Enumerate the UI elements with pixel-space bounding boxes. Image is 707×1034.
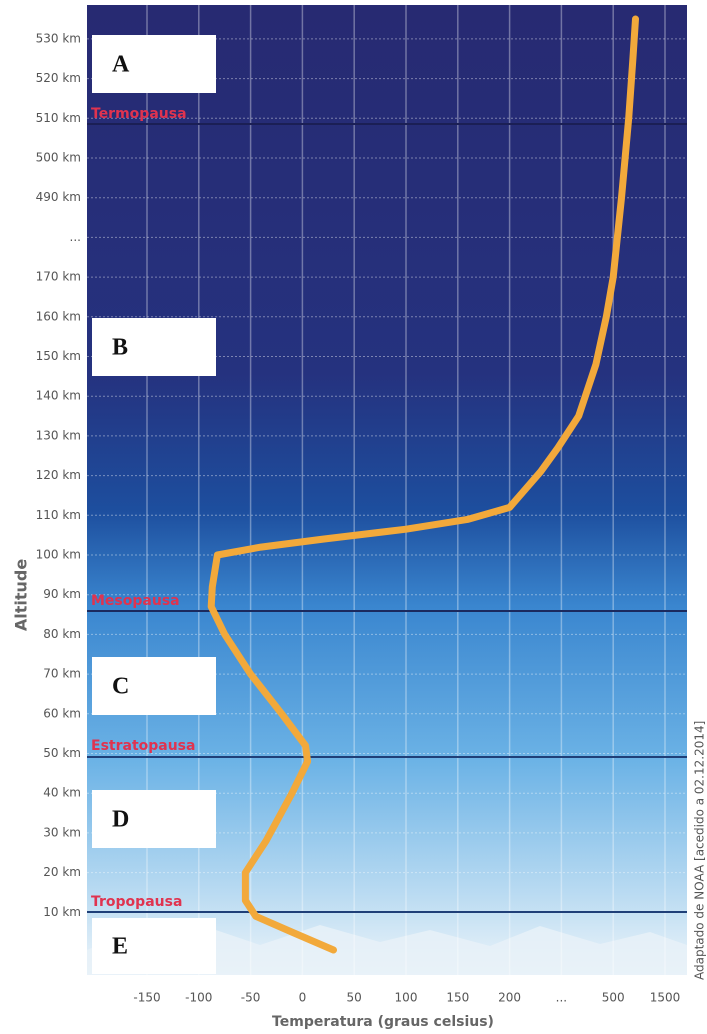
layer-label: Mesopausa [91, 593, 180, 609]
layer-label: Tropopausa [91, 894, 182, 910]
x-tick-label: 200 [498, 991, 521, 1005]
box-letter: C [112, 674, 129, 700]
x-tick-label: 0 [299, 991, 307, 1005]
y-tick-label: 530 km [36, 31, 81, 45]
x-tick-label: 500 [602, 991, 625, 1005]
layer-label: Termopausa [91, 106, 187, 122]
x-tick-label: 50 [347, 991, 362, 1005]
box-letter: E [112, 934, 128, 960]
x-tick-label: 100 [395, 991, 418, 1005]
y-tick-label: 120 km [36, 468, 81, 482]
box [92, 318, 216, 376]
layer-label: Estratopausa [91, 738, 195, 754]
y-tick-label: 140 km [36, 389, 81, 403]
y-tick-label: 40 km [43, 786, 81, 800]
y-tick-label: 510 km [36, 111, 81, 125]
x-tick-label: ... [556, 991, 567, 1005]
box-letter: B [112, 335, 128, 361]
chart: Termopausa Mesopausa Estratopausa Tropop… [0, 0, 707, 1034]
y-tick-label: 110 km [36, 508, 81, 522]
y-tick-label: 80 km [43, 627, 81, 641]
y-tick-label: 490 km [36, 190, 81, 204]
box [92, 918, 216, 974]
x-axis-label: Temperatura (graus celsius) [272, 1014, 494, 1030]
x-tick-label: 150 [446, 991, 469, 1005]
box [92, 790, 216, 848]
x-tick-label: -50 [241, 991, 261, 1005]
box-letter: A [112, 52, 130, 78]
y-tick-label: 100 km [36, 548, 81, 562]
x-tick-label: -100 [185, 991, 212, 1005]
y-tick-label: 160 km [36, 309, 81, 323]
y-tick-label: 10 km [43, 905, 81, 919]
y-axis-label: Altitude [12, 559, 31, 631]
y-tick-label: 70 km [43, 667, 81, 681]
source-note: Adaptado de NOAA [acedido a 02.12.2014] [693, 721, 707, 980]
y-tick-label: 520 km [36, 71, 81, 85]
y-tick-label: 130 km [36, 428, 81, 442]
y-tick-label: 20 km [43, 865, 81, 879]
y-tick-label: 170 km [36, 270, 81, 284]
y-tick-label: 150 km [36, 349, 81, 363]
box-letter: D [112, 807, 129, 833]
y-tick-label: ... [70, 230, 81, 244]
y-tick-label: 30 km [43, 825, 81, 839]
y-tick-label: 500 km [36, 151, 81, 165]
x-tick-label: 1500 [650, 991, 681, 1005]
y-tick-label: 90 km [43, 587, 81, 601]
y-tick-label: 50 km [43, 746, 81, 760]
x-tick-label: -150 [133, 991, 160, 1005]
box [92, 35, 216, 93]
y-tick-label: 60 km [43, 706, 81, 720]
box [92, 657, 216, 715]
